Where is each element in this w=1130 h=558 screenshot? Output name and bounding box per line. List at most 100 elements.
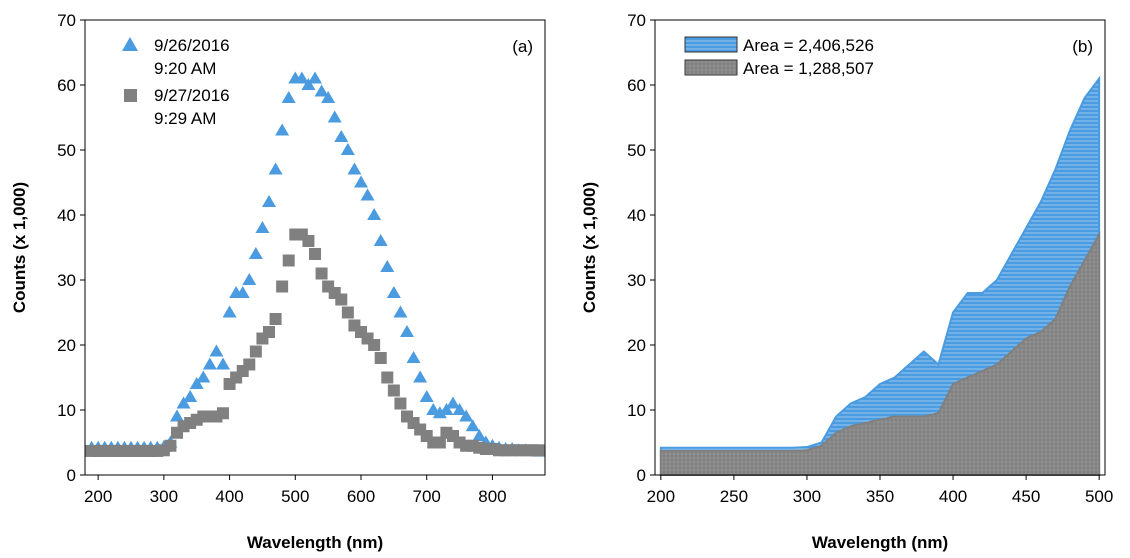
- marker: [381, 371, 394, 384]
- marker: [374, 352, 387, 364]
- marker: [327, 110, 342, 123]
- marker: [275, 123, 290, 136]
- y-tick-label: 60: [627, 76, 646, 95]
- x-tick-label: 700: [413, 487, 441, 506]
- y-tick-label: 30: [627, 271, 646, 290]
- marker: [268, 162, 283, 175]
- marker: [465, 419, 480, 432]
- marker: [281, 91, 296, 103]
- x-tick-label: 600: [347, 487, 375, 506]
- marker: [532, 444, 545, 457]
- legend-marker: [122, 37, 138, 51]
- y-tick-label: 20: [57, 336, 76, 355]
- marker: [309, 248, 321, 260]
- marker: [459, 409, 474, 422]
- marker: [387, 384, 400, 397]
- marker: [386, 286, 401, 298]
- marker: [282, 254, 295, 267]
- marker: [308, 71, 322, 84]
- marker: [276, 280, 289, 293]
- marker: [314, 84, 329, 97]
- marker: [400, 325, 414, 337]
- marker: [248, 247, 263, 259]
- x-tick-label: 300: [793, 487, 821, 506]
- y-tick-label: 10: [627, 401, 646, 420]
- marker: [235, 286, 250, 298]
- marker: [242, 273, 257, 285]
- marker: [446, 396, 460, 409]
- marker: [373, 234, 388, 246]
- y-tick-label: 30: [57, 271, 76, 290]
- marker: [243, 358, 256, 371]
- panel: 0 10 20 30 40 50 60 70 200 300 400 500 600 700 800 Wave…: [10, 11, 546, 552]
- marker: [432, 406, 447, 419]
- marker: [263, 326, 275, 338]
- annotation: (b): [1072, 37, 1093, 56]
- marker: [262, 195, 276, 207]
- y-tick-label: 0: [637, 466, 646, 485]
- marker: [367, 208, 382, 220]
- marker: [294, 71, 309, 84]
- marker: [452, 403, 467, 415]
- legend-label: Area = 1,288,507: [743, 59, 874, 78]
- y-tick-label: 70: [57, 11, 76, 30]
- marker: [347, 162, 362, 175]
- marker: [334, 130, 349, 142]
- marker: [360, 188, 375, 201]
- y-tick-label: 0: [67, 466, 76, 485]
- marker: [315, 267, 328, 280]
- marker: [202, 357, 217, 370]
- y-tick-label: 20: [627, 336, 646, 355]
- marker: [170, 409, 184, 422]
- panel: 0 10 20 30 40 50 60 70 200 250 300 350 400 450 500 Wave…: [580, 11, 1113, 552]
- marker: [176, 396, 191, 409]
- marker: [249, 345, 262, 358]
- y-axis-label: Counts (x 1,000): [10, 182, 29, 313]
- x-tick-label: 400: [215, 487, 243, 506]
- marker: [269, 313, 282, 325]
- legend-swatch: [684, 59, 738, 76]
- marker: [506, 444, 519, 457]
- y-tick-label: 50: [627, 141, 646, 160]
- x-tick-label: 200: [84, 487, 112, 506]
- y-tick-label: 70: [627, 11, 646, 30]
- x-tick-label: 200: [647, 487, 675, 506]
- marker: [393, 305, 408, 318]
- y-axis-label: Counts (x 1,000): [580, 182, 599, 313]
- x-axis-label: Wavelength (nm): [812, 533, 948, 552]
- legend-label: 9/27/2016 9:29 AM: [154, 86, 230, 128]
- y-tick-label: 60: [57, 76, 76, 95]
- legend-label: 9/26/2016 9:20 AM: [154, 36, 230, 78]
- marker: [354, 175, 368, 188]
- x-tick-label: 250: [720, 487, 748, 506]
- marker: [439, 403, 454, 415]
- marker: [413, 370, 428, 383]
- x-tick-label: 800: [478, 487, 506, 506]
- marker: [222, 305, 237, 318]
- plot-frame: [84, 19, 546, 476]
- marker: [472, 429, 487, 441]
- marker: [394, 397, 407, 410]
- marker: [301, 78, 316, 90]
- y-tick-label: 10: [57, 401, 76, 420]
- marker: [164, 439, 177, 452]
- annotation: (a): [512, 37, 533, 56]
- marker: [255, 221, 270, 233]
- x-tick-label: 300: [150, 487, 178, 506]
- marker: [196, 370, 211, 383]
- marker: [433, 436, 446, 449]
- marker: [321, 91, 336, 103]
- marker: [216, 357, 230, 370]
- marker: [189, 377, 204, 389]
- x-tick-label: 450: [1012, 487, 1040, 506]
- marker: [368, 339, 381, 351]
- marker: [340, 143, 355, 155]
- marker: [302, 235, 315, 247]
- marker: [209, 344, 224, 357]
- marker: [341, 306, 354, 319]
- legend-swatch: [684, 36, 738, 53]
- marker: [380, 260, 395, 272]
- marker: [406, 351, 421, 363]
- y-tick-label: 40: [627, 206, 646, 225]
